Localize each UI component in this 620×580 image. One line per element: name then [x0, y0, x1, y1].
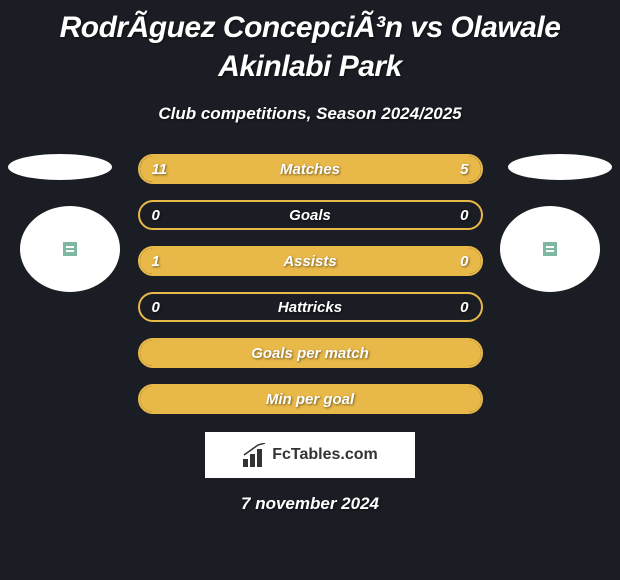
publish-date: 7 november 2024	[0, 494, 620, 514]
stat-value-left: 0	[152, 207, 160, 224]
stat-row-goals-per-match: Goals per match	[138, 338, 483, 368]
right-team-badge	[508, 154, 612, 180]
stat-fill-full	[140, 248, 481, 274]
stat-label: Hattricks	[140, 299, 481, 316]
right-player-avatar	[500, 206, 600, 292]
player-placeholder-icon	[63, 242, 77, 256]
stat-bars: 11 Matches 5 0 Goals 0 1 Assists 0 0 Hat…	[138, 154, 483, 414]
stats-area: 11 Matches 5 0 Goals 0 1 Assists 0 0 Hat…	[0, 154, 620, 514]
stat-fill-left	[140, 156, 374, 182]
subtitle: Club competitions, Season 2024/2025	[0, 104, 620, 124]
player-placeholder-icon	[543, 242, 557, 256]
stat-fill-right	[374, 156, 481, 182]
brand-logo[interactable]: FcTables.com	[205, 432, 415, 478]
stat-fill-full	[140, 386, 481, 412]
stat-value-left: 0	[152, 299, 160, 316]
stat-row-min-per-goal: Min per goal	[138, 384, 483, 414]
stat-row-hattricks: 0 Hattricks 0	[138, 292, 483, 322]
stat-value-right: 0	[460, 299, 468, 316]
stat-row-goals: 0 Goals 0	[138, 200, 483, 230]
stat-label: Goals	[140, 207, 481, 224]
left-team-badge	[8, 154, 112, 180]
stat-fill-full	[140, 340, 481, 366]
brand-text: FcTables.com	[272, 446, 378, 464]
page-title: RodrÃ­guez ConcepciÃ³n vs Olawale Akinla…	[0, 0, 620, 86]
stat-row-matches: 11 Matches 5	[138, 154, 483, 184]
left-player-avatar	[20, 206, 120, 292]
stat-row-assists: 1 Assists 0	[138, 246, 483, 276]
chart-icon	[242, 443, 268, 467]
stat-value-right: 0	[460, 207, 468, 224]
